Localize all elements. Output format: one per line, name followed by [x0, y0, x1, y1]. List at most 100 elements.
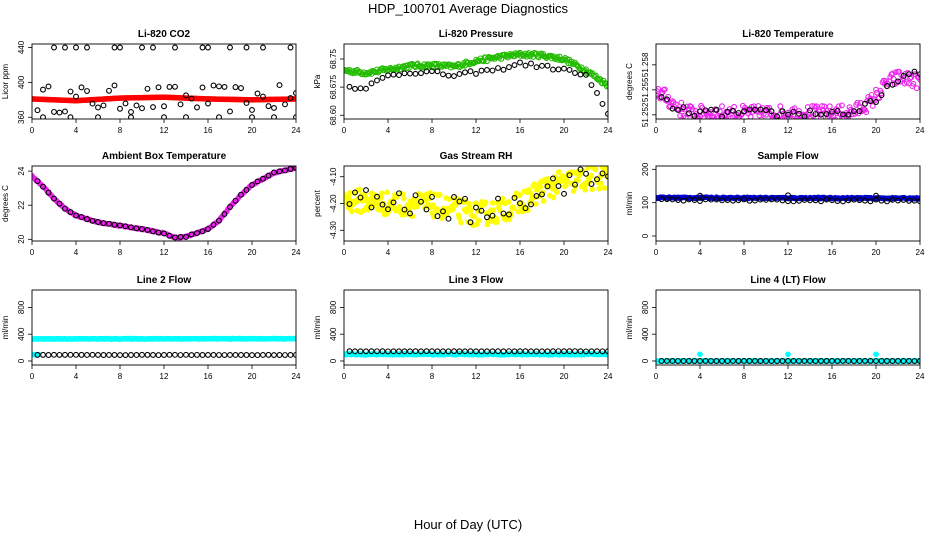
point-avg: [684, 111, 691, 118]
point-sample: [495, 195, 501, 202]
point-sample: [763, 107, 769, 114]
point-sample: [260, 175, 266, 182]
point-sample: [271, 104, 277, 111]
point-sample: [194, 230, 200, 237]
point-sample: [368, 348, 375, 355]
point-sample: [577, 348, 584, 355]
point-sample: [851, 358, 857, 364]
point-sample: [550, 348, 556, 355]
point-avg: [353, 199, 360, 205]
point-sample: [45, 189, 52, 196]
point-sample: [56, 200, 63, 207]
point-sample: [51, 108, 57, 115]
x-tick-label: 24: [916, 248, 925, 257]
point-sample: [73, 212, 79, 219]
point-avg: [785, 351, 791, 358]
point-sample: [418, 70, 424, 77]
point-sample: [451, 348, 457, 355]
x-tick-label: 24: [916, 126, 925, 135]
point-sample: [78, 214, 85, 220]
point-sample: [150, 228, 156, 235]
point-sample: [478, 348, 485, 355]
point-sample: [183, 234, 189, 240]
point-sample: [67, 88, 74, 95]
point-sample: [834, 358, 841, 364]
point-avg: [821, 103, 828, 110]
point-avg: [545, 176, 551, 182]
point-sample: [150, 44, 156, 51]
point-avg: [596, 185, 602, 192]
x-tick-label: 24: [604, 372, 613, 381]
panel-rh: Gas Stream RH percent 0 4 8 12 16 20 24 -4.30 -4.2…: [313, 151, 613, 257]
point-sample: [517, 200, 523, 207]
point-sample: [873, 192, 879, 199]
point-sample: [51, 195, 57, 202]
panel-title: Line 2 Flow: [137, 275, 192, 286]
point-sample: [708, 358, 714, 364]
point-sample: [911, 68, 918, 75]
point-sample: [106, 220, 112, 227]
point-avg: [349, 208, 355, 215]
point-sample: [697, 192, 703, 199]
point-sample: [238, 191, 244, 198]
point-sample: [785, 111, 791, 118]
point-sample: [478, 207, 485, 214]
plot-frame: [655, 289, 921, 366]
point-sample: [100, 220, 107, 227]
point-sample: [823, 111, 830, 118]
plot-area: [344, 348, 608, 358]
point-sample: [867, 198, 874, 205]
y-tick-label: 200: [641, 162, 650, 176]
point-sample: [34, 107, 41, 114]
point-sample: [144, 351, 151, 358]
point-avg: [694, 113, 701, 119]
point-sample: [412, 192, 419, 199]
point-avg: [506, 216, 513, 223]
x-tick-label: 4: [74, 248, 79, 257]
point-sample: [862, 197, 868, 204]
point-avg: [467, 207, 474, 213]
point-sample: [774, 358, 780, 364]
point-avg: [594, 75, 600, 82]
point-sample: [396, 190, 402, 197]
panel-title: Sample Flow: [757, 151, 818, 162]
point-sample: [385, 206, 391, 213]
point-sample: [271, 114, 277, 119]
point-sample: [713, 196, 720, 203]
point-sample: [719, 113, 725, 119]
point-sample: [429, 68, 435, 75]
point-sample: [418, 198, 424, 205]
point-sample: [702, 196, 709, 203]
x-tick-label: 16: [828, 248, 837, 257]
point-sample: [390, 199, 397, 206]
point-sample: [697, 108, 703, 115]
point-avg: [732, 117, 738, 119]
point-sample: [451, 194, 457, 200]
x-tick-label: 16: [516, 248, 525, 257]
point-sample: [730, 358, 736, 364]
point-sample: [511, 348, 518, 355]
x-tick-label: 8: [118, 126, 123, 135]
point-sample: [271, 352, 277, 359]
point-sample: [396, 348, 402, 355]
point-sample: [51, 44, 57, 51]
point-sample: [194, 351, 200, 358]
point-sample: [412, 70, 419, 77]
point-sample: [95, 104, 101, 111]
point-sample: [374, 77, 380, 84]
point-sample: [900, 196, 907, 203]
point-sample: [40, 86, 46, 93]
point-sample: [254, 90, 261, 97]
x-tick-label: 20: [872, 372, 881, 381]
point-sample: [594, 176, 600, 183]
point-sample: [172, 351, 178, 358]
y-axis-label: ml/min: [625, 316, 634, 340]
point-sample: [539, 348, 545, 355]
point-sample: [845, 197, 852, 204]
point-sample: [40, 114, 46, 119]
x-tick-label: 12: [160, 372, 169, 381]
x-tick-label: 8: [430, 248, 435, 257]
point-sample: [293, 90, 296, 97]
x-tick-label: 4: [74, 372, 79, 381]
point-avg: [533, 201, 539, 207]
